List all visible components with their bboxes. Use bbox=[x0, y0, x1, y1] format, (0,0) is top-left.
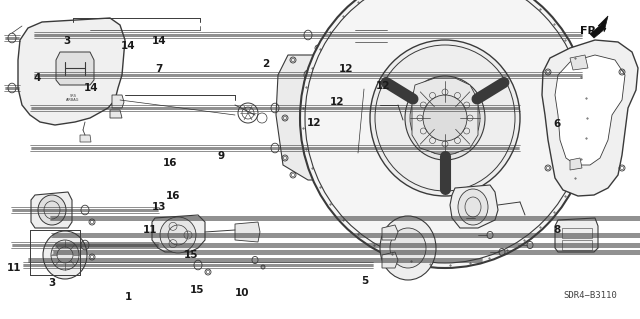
Polygon shape bbox=[310, 145, 346, 161]
Text: 2: 2 bbox=[262, 59, 269, 69]
Text: 12: 12 bbox=[376, 81, 390, 91]
Ellipse shape bbox=[43, 231, 87, 279]
Text: 7: 7 bbox=[155, 63, 163, 74]
Ellipse shape bbox=[38, 195, 66, 225]
Text: 14: 14 bbox=[84, 83, 98, 93]
Text: 12: 12 bbox=[330, 97, 344, 107]
Polygon shape bbox=[110, 110, 122, 118]
Ellipse shape bbox=[405, 76, 485, 160]
Text: 1: 1 bbox=[124, 292, 132, 302]
Polygon shape bbox=[412, 78, 478, 153]
Polygon shape bbox=[349, 18, 393, 52]
Text: 9: 9 bbox=[217, 151, 225, 161]
Polygon shape bbox=[590, 16, 608, 38]
Text: 3: 3 bbox=[63, 36, 71, 47]
Text: 8: 8 bbox=[553, 225, 561, 235]
Polygon shape bbox=[112, 95, 124, 108]
Text: 11: 11 bbox=[7, 263, 21, 273]
Polygon shape bbox=[152, 215, 205, 252]
Text: 12: 12 bbox=[307, 118, 321, 128]
Ellipse shape bbox=[300, 0, 590, 268]
Polygon shape bbox=[542, 40, 638, 196]
Ellipse shape bbox=[380, 216, 436, 280]
Polygon shape bbox=[555, 55, 625, 165]
Text: 11: 11 bbox=[143, 225, 157, 235]
Text: SDR4−B3110: SDR4−B3110 bbox=[563, 291, 617, 300]
Polygon shape bbox=[310, 119, 346, 135]
Polygon shape bbox=[310, 67, 346, 83]
Polygon shape bbox=[18, 18, 125, 125]
Text: 13: 13 bbox=[152, 202, 166, 212]
Polygon shape bbox=[31, 192, 72, 228]
Polygon shape bbox=[555, 218, 598, 252]
Polygon shape bbox=[570, 158, 582, 170]
Text: 12: 12 bbox=[339, 63, 353, 74]
Ellipse shape bbox=[160, 217, 196, 253]
Polygon shape bbox=[382, 225, 398, 240]
Text: 16: 16 bbox=[166, 191, 180, 201]
Ellipse shape bbox=[430, 102, 460, 134]
Ellipse shape bbox=[390, 228, 426, 268]
Polygon shape bbox=[235, 222, 260, 242]
Text: 3: 3 bbox=[49, 278, 56, 288]
Polygon shape bbox=[56, 52, 94, 85]
Text: 14: 14 bbox=[152, 36, 166, 47]
Text: 10: 10 bbox=[235, 288, 249, 299]
Text: SRS
AIRBAG: SRS AIRBAG bbox=[67, 94, 80, 102]
Text: 15: 15 bbox=[184, 250, 198, 260]
Text: 16: 16 bbox=[163, 158, 177, 168]
Polygon shape bbox=[80, 135, 91, 142]
Text: 4: 4 bbox=[33, 73, 41, 83]
Polygon shape bbox=[276, 55, 380, 180]
Ellipse shape bbox=[458, 189, 488, 225]
Text: 5: 5 bbox=[361, 276, 369, 286]
Ellipse shape bbox=[370, 40, 520, 196]
Polygon shape bbox=[382, 252, 398, 268]
Text: 6: 6 bbox=[553, 119, 561, 130]
Polygon shape bbox=[570, 55, 588, 70]
Ellipse shape bbox=[423, 95, 467, 141]
Text: FR.: FR. bbox=[580, 26, 600, 36]
Ellipse shape bbox=[51, 240, 79, 270]
Polygon shape bbox=[450, 185, 498, 228]
Text: 15: 15 bbox=[190, 285, 204, 295]
Polygon shape bbox=[310, 92, 346, 108]
Text: 14: 14 bbox=[121, 41, 135, 51]
